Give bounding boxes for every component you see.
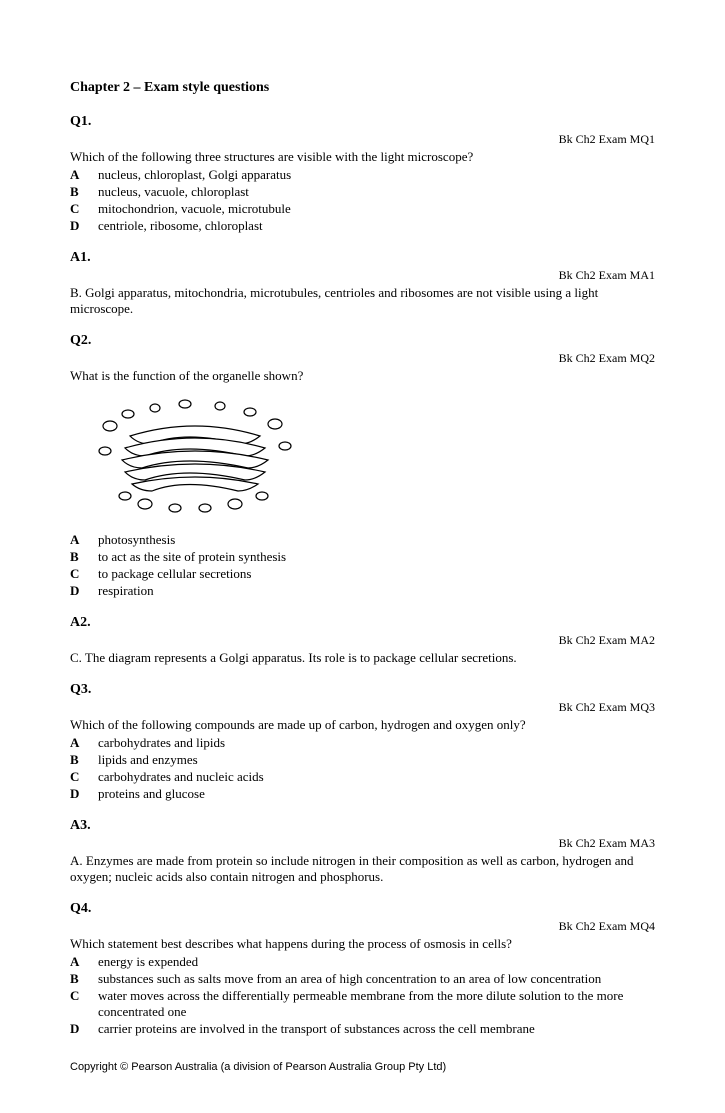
option-text: energy is expended: [98, 954, 655, 970]
option-letter: B: [70, 971, 98, 987]
option-letter: A: [70, 167, 98, 183]
a1-heading: A1.: [70, 250, 655, 266]
q3-option: B lipids and enzymes: [70, 752, 655, 768]
option-letter: A: [70, 954, 98, 970]
option-text: lipids and enzymes: [98, 752, 655, 768]
option-letter: D: [70, 218, 98, 234]
q2-option: B to act as the site of protein synthesi…: [70, 549, 655, 565]
q1-ref: Bk Ch2 Exam MQ1: [70, 132, 655, 147]
option-letter: C: [70, 769, 98, 785]
option-letter: D: [70, 583, 98, 599]
option-text: carbohydrates and nucleic acids: [98, 769, 655, 785]
a3-ref: Bk Ch2 Exam MA3: [70, 836, 655, 851]
q4-option: D carrier proteins are involved in the t…: [70, 1021, 655, 1037]
option-letter: A: [70, 735, 98, 751]
q1-heading: Q1.: [70, 114, 655, 130]
q4-option: A energy is expended: [70, 954, 655, 970]
option-text: carbohydrates and lipids: [98, 735, 655, 751]
option-text: photosynthesis: [98, 532, 655, 548]
option-letter: D: [70, 1021, 98, 1037]
golgi-diagram: [90, 396, 655, 520]
option-letter: C: [70, 988, 98, 1020]
q3-option: C carbohydrates and nucleic acids: [70, 769, 655, 785]
a1-text: B. Golgi apparatus, mitochondria, microt…: [70, 285, 655, 317]
q1-text: Which of the following three structures …: [70, 149, 655, 165]
option-text: proteins and glucose: [98, 786, 655, 802]
option-text: to package cellular secretions: [98, 566, 655, 582]
option-letter: D: [70, 786, 98, 802]
option-text: water moves across the differentially pe…: [98, 988, 655, 1020]
option-text: nucleus, chloroplast, Golgi apparatus: [98, 167, 655, 183]
a2-text: C. The diagram represents a Golgi appara…: [70, 650, 655, 666]
q4-ref: Bk Ch2 Exam MQ4: [70, 919, 655, 934]
option-text: mitochondrion, vacuole, microtubule: [98, 201, 655, 217]
q2-option: C to package cellular secretions: [70, 566, 655, 582]
option-letter: B: [70, 184, 98, 200]
q2-option: A photosynthesis: [70, 532, 655, 548]
option-letter: B: [70, 752, 98, 768]
q1-option: A nucleus, chloroplast, Golgi apparatus: [70, 167, 655, 183]
q2-text: What is the function of the organelle sh…: [70, 368, 655, 384]
q3-text: Which of the following compounds are mad…: [70, 717, 655, 733]
q4-option: B substances such as salts move from an …: [70, 971, 655, 987]
q2-heading: Q2.: [70, 333, 655, 349]
q2-ref: Bk Ch2 Exam MQ2: [70, 351, 655, 366]
q3-option: D proteins and glucose: [70, 786, 655, 802]
q4-text: Which statement best describes what happ…: [70, 936, 655, 952]
q1-option: D centriole, ribosome, chloroplast: [70, 218, 655, 234]
option-text: nucleus, vacuole, chloroplast: [98, 184, 655, 200]
a2-heading: A2.: [70, 615, 655, 631]
option-text: substances such as salts move from an ar…: [98, 971, 655, 987]
q2-option: D respiration: [70, 583, 655, 599]
q1-option: C mitochondrion, vacuole, microtubule: [70, 201, 655, 217]
chapter-title: Chapter 2 – Exam style questions: [70, 80, 655, 96]
option-letter: C: [70, 201, 98, 217]
q3-ref: Bk Ch2 Exam MQ3: [70, 700, 655, 715]
q1-option: B nucleus, vacuole, chloroplast: [70, 184, 655, 200]
option-letter: B: [70, 549, 98, 565]
a2-ref: Bk Ch2 Exam MA2: [70, 633, 655, 648]
q3-heading: Q3.: [70, 682, 655, 698]
q4-option: C water moves across the differentially …: [70, 988, 655, 1020]
option-text: respiration: [98, 583, 655, 599]
option-letter: C: [70, 566, 98, 582]
copyright: Copyright © Pearson Australia (a divisio…: [70, 1061, 655, 1073]
option-text: to act as the site of protein synthesis: [98, 549, 655, 565]
q4-heading: Q4.: [70, 901, 655, 917]
a1-ref: Bk Ch2 Exam MA1: [70, 268, 655, 283]
a3-text: A. Enzymes are made from protein so incl…: [70, 853, 655, 885]
q3-option: A carbohydrates and lipids: [70, 735, 655, 751]
option-text: centriole, ribosome, chloroplast: [98, 218, 655, 234]
a3-heading: A3.: [70, 818, 655, 834]
option-letter: A: [70, 532, 98, 548]
option-text: carrier proteins are involved in the tra…: [98, 1021, 655, 1037]
